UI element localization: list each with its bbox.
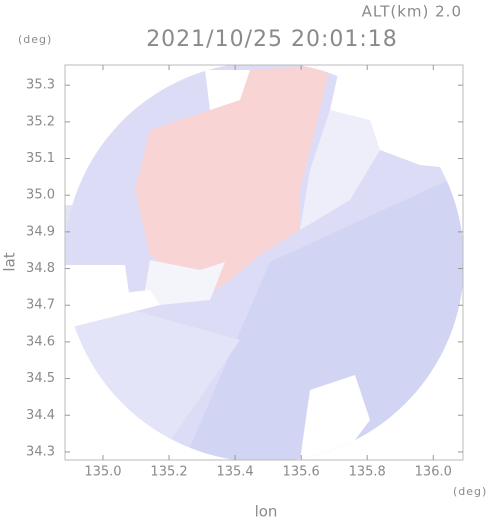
plot-frame xyxy=(64,64,464,461)
y-tick-label: 35.1 xyxy=(26,151,55,166)
y-tick-label: 34.3 xyxy=(26,444,55,459)
y-unit: (deg) xyxy=(18,33,52,46)
x-tick-label: 135.6 xyxy=(283,465,320,480)
y-tick-label: 35.2 xyxy=(26,114,55,129)
x-axis-label: lon xyxy=(255,503,278,521)
y-tick-label: 34.9 xyxy=(26,224,55,239)
x-tick-label: 135.4 xyxy=(216,465,253,480)
radar-field xyxy=(65,65,463,460)
y-tick-label: 34.5 xyxy=(26,371,55,386)
x-tick-label: 135.0 xyxy=(84,465,121,480)
y-tick-label: 34.4 xyxy=(26,408,55,423)
y-tick-label: 35.0 xyxy=(26,188,55,203)
x-unit: (deg) xyxy=(453,485,487,498)
y-tick-label: 34.7 xyxy=(26,298,55,313)
y-tick-label: 34.8 xyxy=(26,261,55,276)
x-tick-label: 135.8 xyxy=(349,465,386,480)
chart-title: 2021/10/25 20:01:18 xyxy=(146,27,398,52)
y-tick-label: 35.3 xyxy=(26,78,55,93)
subtitle: ALT(km) 2.0 xyxy=(362,3,462,21)
x-tick-label: 136.0 xyxy=(415,465,452,480)
x-tick-label: 135.2 xyxy=(150,465,187,480)
y-axis-label: lat xyxy=(1,252,19,271)
y-tick-label: 34.6 xyxy=(26,334,55,349)
